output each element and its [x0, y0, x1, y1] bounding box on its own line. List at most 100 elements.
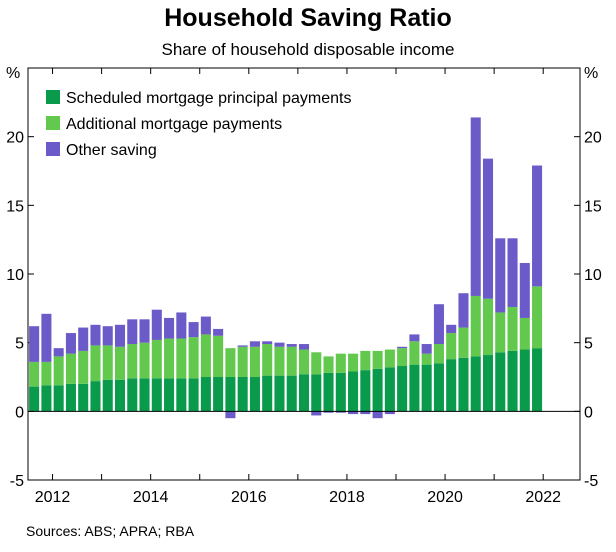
bar-other — [102, 326, 113, 346]
bar-other — [213, 328, 224, 336]
bar-additional — [384, 349, 395, 368]
bar-other — [53, 348, 64, 357]
bar-additional — [433, 344, 444, 364]
bar-additional — [482, 298, 494, 356]
x-tick-label: 2020 — [427, 489, 463, 506]
bar-scheduled — [323, 372, 334, 412]
bar-scheduled — [409, 364, 420, 412]
bar-additional — [102, 345, 113, 380]
bar-scheduled — [360, 370, 371, 412]
bar-other — [249, 341, 260, 347]
y-tick-label-left: 15 — [6, 198, 24, 215]
y-tick-label-right: -5 — [584, 473, 598, 490]
bar-other — [41, 313, 52, 362]
bar-additional — [78, 350, 89, 384]
legend-label: Additional mortgage payments — [66, 116, 282, 133]
bar-scheduled — [495, 352, 506, 412]
bar-scheduled — [532, 348, 543, 412]
bar-other — [188, 322, 199, 338]
bar-additional — [237, 346, 248, 377]
bar-other — [139, 319, 150, 343]
bar-scheduled — [482, 355, 494, 412]
bar-additional — [348, 353, 359, 372]
bar-other — [384, 411, 395, 415]
bar-additional — [507, 306, 518, 351]
bar-other — [311, 411, 322, 416]
bar-scheduled — [102, 379, 113, 412]
bar-additional — [225, 348, 236, 377]
bar-additional — [335, 353, 346, 373]
bar-scheduled — [188, 378, 199, 412]
bar-additional — [114, 346, 126, 380]
bar-other — [237, 345, 248, 347]
bar-other — [397, 346, 408, 349]
bar-scheduled — [298, 374, 310, 412]
bar-scheduled — [433, 363, 444, 412]
bar-scheduled — [507, 350, 518, 412]
bar-additional — [262, 344, 273, 376]
y-tick-label-left: 20 — [6, 130, 24, 147]
bar-scheduled — [176, 378, 187, 412]
bar-other — [200, 316, 211, 335]
bar-additional — [65, 353, 76, 384]
y-tick-label-right: 20 — [584, 130, 602, 147]
bar-additional — [446, 333, 457, 360]
bar-other — [482, 158, 494, 299]
bar-other — [372, 411, 383, 419]
y-tick-label-left: -5 — [10, 473, 24, 490]
bar-other — [176, 312, 187, 339]
bar-other — [335, 411, 346, 413]
bar-scheduled — [213, 377, 224, 412]
bar-other — [225, 411, 236, 419]
legend-swatch — [46, 116, 60, 130]
bar-other — [470, 117, 481, 296]
bar-other — [286, 344, 297, 347]
bar-scheduled — [151, 378, 162, 412]
y-tick-label-right: 15 — [584, 198, 602, 215]
bar-other — [323, 411, 334, 413]
bar-additional — [29, 361, 40, 387]
bar-scheduled — [397, 366, 408, 412]
bar-scheduled — [225, 377, 236, 412]
bar-additional — [176, 338, 187, 379]
bar-scheduled — [446, 359, 457, 412]
bar-other — [298, 344, 310, 350]
y-tick-label-left: 10 — [6, 267, 24, 284]
bar-scheduled — [262, 375, 273, 412]
bar-additional — [360, 350, 371, 371]
chart-title: Household Saving Ratio — [164, 4, 452, 32]
bar-scheduled — [41, 385, 52, 412]
bar-additional — [495, 312, 506, 353]
bar-additional — [298, 349, 310, 375]
x-tick-label: 2022 — [525, 489, 561, 506]
bar-other — [127, 319, 138, 345]
bar-other — [65, 333, 76, 354]
bar-scheduled — [65, 383, 76, 412]
bar-scheduled — [200, 377, 211, 412]
bar-additional — [127, 344, 138, 379]
bar-other — [495, 238, 506, 313]
bar-scheduled — [237, 377, 248, 412]
bar-additional — [470, 295, 481, 357]
bar-scheduled — [78, 383, 89, 412]
bar-scheduled — [372, 368, 383, 412]
bar-other — [433, 304, 444, 345]
bar-other — [274, 342, 285, 347]
bar-other — [90, 324, 101, 346]
y-unit-right: % — [584, 65, 598, 82]
y-unit-left: % — [6, 65, 20, 82]
source-note: Sources: ABS; APRA; RBA — [26, 523, 195, 539]
bar-other — [29, 326, 40, 362]
bar-additional — [139, 342, 150, 379]
bar-scheduled — [249, 377, 260, 412]
bar-additional — [286, 346, 297, 376]
bar-additional — [323, 356, 334, 373]
bar-scheduled — [90, 381, 101, 412]
bar-scheduled — [139, 378, 150, 412]
bar-additional — [519, 317, 530, 350]
bar-additional — [421, 353, 432, 365]
bar-other — [446, 324, 457, 334]
bar-other — [78, 327, 89, 351]
bar-scheduled — [335, 372, 346, 412]
bar-scheduled — [53, 385, 64, 412]
